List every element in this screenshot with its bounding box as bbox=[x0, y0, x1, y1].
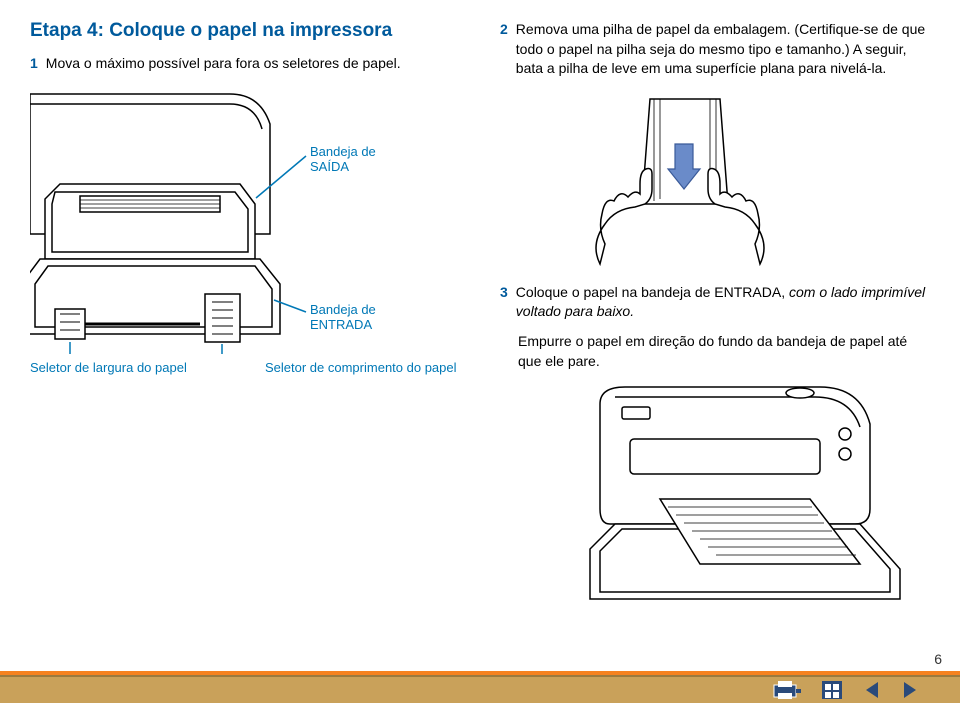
hands-paper-diagram bbox=[580, 89, 780, 269]
next-page-icon[interactable] bbox=[900, 680, 920, 700]
item-text: Coloque o papel na bandeja de ENTRADA, c… bbox=[516, 283, 930, 322]
label-input-tray: Bandeja deENTRADA bbox=[310, 302, 410, 332]
print-icon[interactable] bbox=[772, 679, 802, 701]
home-icon[interactable] bbox=[820, 679, 844, 701]
prev-page-icon[interactable] bbox=[862, 680, 882, 700]
item-number: 1 bbox=[30, 54, 38, 74]
list-item: 2 Remova uma pilha de papel da embalagem… bbox=[500, 20, 930, 79]
item-text: Mova o máximo possível para fora os sele… bbox=[46, 54, 401, 74]
item-text: Remova uma pilha de papel da embalagem. … bbox=[516, 20, 930, 79]
diagram-caption-row: Seletor de largura do papel Seletor de c… bbox=[30, 360, 470, 375]
item-text-extra: Empurre o papel em direção do fundo da b… bbox=[518, 332, 930, 371]
item-number: 3 bbox=[500, 283, 508, 322]
printer-with-paper-diagram bbox=[560, 379, 920, 609]
step-title: Etapa 4: Coloque o papel na impressora bbox=[30, 20, 470, 42]
label-output-tray: Bandeja deSAÍDA bbox=[310, 144, 410, 174]
list-item: 1 Mova o máximo possível para fora os se… bbox=[30, 54, 470, 74]
caption-width-selector: Seletor de largura do papel bbox=[30, 360, 235, 375]
printer-tray-diagram: Bandeja deSAÍDA Bandeja deENTRADA bbox=[30, 84, 420, 354]
caption-length-selector: Seletor de comprimento do papel bbox=[265, 360, 470, 375]
list-item: 3 Coloque o papel na bandeja de ENTRADA,… bbox=[500, 283, 930, 322]
page-footer bbox=[0, 661, 960, 703]
item-number: 2 bbox=[500, 20, 508, 79]
